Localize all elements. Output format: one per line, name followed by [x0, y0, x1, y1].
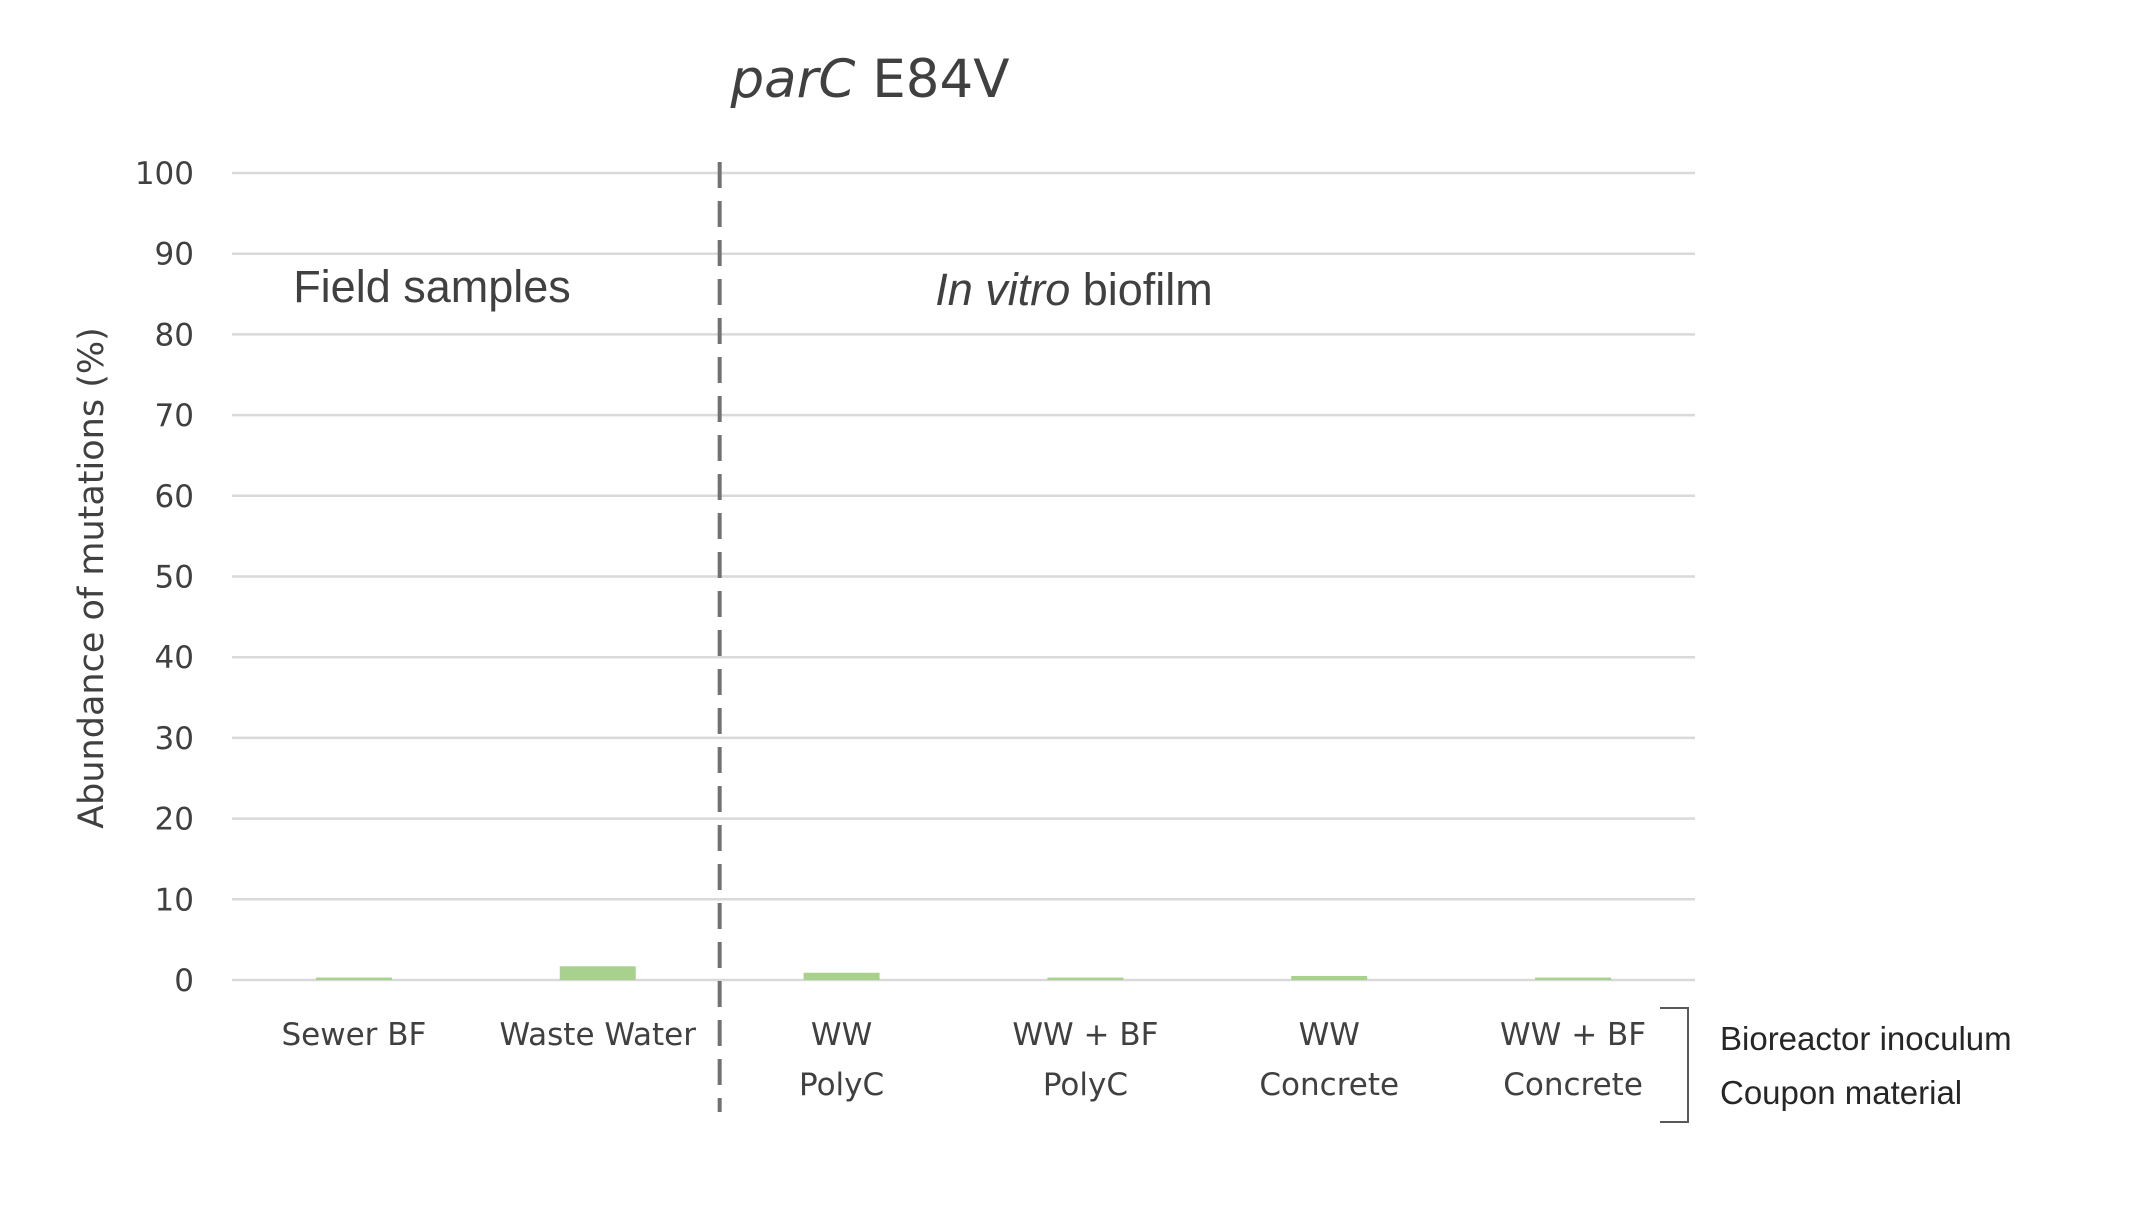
region-right-italic: In vitro	[935, 264, 1070, 315]
x-category-label-line: PolyC	[1043, 1067, 1128, 1103]
region-right-rest: biofilm	[1070, 264, 1213, 315]
y-tick-label: 70	[155, 398, 194, 434]
legend-coupon-material: Coupon material	[1720, 1074, 1962, 1111]
x-category-label: WW PolyC	[799, 1017, 884, 1103]
y-tick-label: 20	[155, 802, 194, 838]
region-left-text: Field samples	[293, 261, 571, 312]
y-tick-label: 90	[155, 237, 194, 273]
x-category-label: WW + BF Concrete	[1500, 1017, 1646, 1103]
y-axis-ticks: 0 10 20 30 40 50 60 70 80 90 100	[135, 156, 194, 999]
y-tick-label: 30	[155, 721, 194, 757]
y-tick-label: 10	[155, 882, 194, 918]
x-category-label-line: WW + BF	[1500, 1017, 1646, 1053]
bars	[315, 966, 1612, 980]
y-tick-label: 100	[135, 156, 194, 192]
y-tick-label: 50	[155, 560, 194, 596]
bar	[1047, 977, 1124, 980]
x-category-label-line: WW	[1299, 1017, 1360, 1053]
legend-bioreactor-inoculum: Bioreactor inoculum	[1720, 1020, 2012, 1057]
x-category-label-line: Waste Water	[499, 1017, 696, 1053]
x-category-label-line: Sewer BF	[281, 1017, 426, 1053]
y-tick-label: 40	[155, 640, 194, 676]
y-tick-label: 0	[174, 963, 194, 999]
x-category-label: WW + BF PolyC	[1012, 1017, 1158, 1103]
gridlines	[232, 171, 1695, 982]
y-tick-label: 80	[155, 317, 194, 353]
x-category-label-line: PolyC	[799, 1067, 884, 1103]
bar	[803, 972, 880, 980]
region-label-field-samples: Field samples	[293, 261, 571, 312]
x-category-label: Sewer BF	[281, 1017, 426, 1053]
chart-title: parC E84V	[730, 49, 1010, 110]
bar	[559, 966, 636, 980]
chart-title-rest: E84V	[855, 49, 1009, 110]
bar	[1291, 975, 1368, 980]
chart-title-italic: parC	[730, 49, 856, 110]
y-axis-title: Abundance of mutations (%)	[72, 327, 112, 829]
y-tick-label: 60	[155, 479, 194, 515]
x-category-label-line: Concrete	[1503, 1067, 1643, 1103]
legend-bracket	[1660, 1007, 1689, 1123]
x-category-label-line: WW	[811, 1017, 872, 1053]
x-category-label-line: WW + BF	[1012, 1017, 1158, 1053]
bar	[315, 977, 392, 980]
region-label-in-vitro-biofilm: In vitro biofilm	[935, 264, 1213, 315]
x-category-label-line: Concrete	[1259, 1067, 1399, 1103]
bar	[1535, 977, 1612, 980]
x-category-label: WW Concrete	[1259, 1017, 1399, 1103]
x-category-label: Waste Water	[499, 1017, 696, 1053]
